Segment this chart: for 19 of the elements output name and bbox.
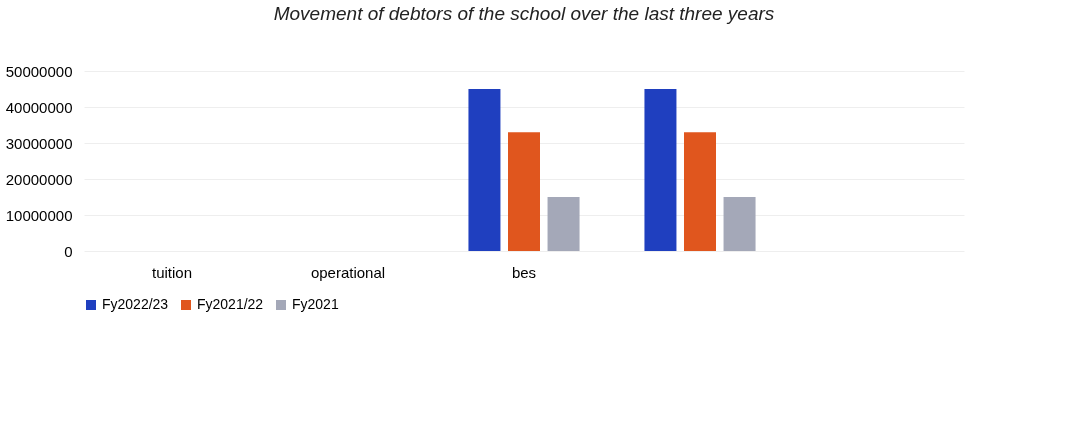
legend-label: Fy2022/23 xyxy=(102,296,169,312)
x-tick-label: tuition xyxy=(151,263,193,281)
y-tick-label: 40000000 xyxy=(5,98,73,116)
bar xyxy=(723,197,756,251)
bar xyxy=(508,132,540,251)
legend-label: Fy2021 xyxy=(292,296,339,312)
x-tick-label: bes xyxy=(511,263,537,281)
y-tick-label: 0 xyxy=(64,242,73,260)
bar xyxy=(644,89,677,251)
bar xyxy=(547,197,580,251)
y-tick-label: 10000000 xyxy=(5,206,73,224)
y-tick-label: 50000000 xyxy=(5,62,73,80)
legend-label: Fy2021/22 xyxy=(197,296,264,312)
y-tick-label: 30000000 xyxy=(5,134,73,152)
y-tick-label: 20000000 xyxy=(5,170,73,188)
bar xyxy=(684,132,716,251)
bar xyxy=(468,89,501,251)
chart-title: Movement of debtors of the school over the last three years xyxy=(273,3,775,24)
x-tick-label: operational xyxy=(310,263,386,281)
